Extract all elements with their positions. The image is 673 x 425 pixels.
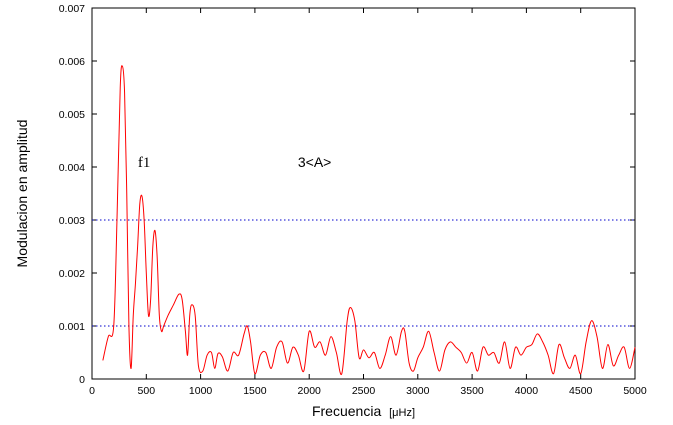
y-tick-label: 0.005 — [59, 109, 85, 121]
y-tick-label: 0.001 — [59, 321, 85, 333]
x-tick-label: 1500 — [243, 385, 267, 397]
spectrum-series-line — [102, 65, 636, 376]
x-axis: 0 500 1000 1500 2000 2500 3000 3500 4000 4500 5000 — [89, 8, 647, 397]
x-tick-label: 1000 — [189, 385, 213, 397]
x-tick-label: 2000 — [298, 385, 322, 397]
x-tick-label: 500 — [138, 385, 156, 397]
annotation-f1: f1 — [138, 155, 151, 171]
x-axis-title-text: Frecuencia — [312, 403, 381, 419]
y-tick-label: 0.006 — [59, 56, 85, 68]
annotations: f1 3<A> — [138, 154, 331, 171]
x-tick-label: 3500 — [460, 385, 484, 397]
y-tick-label: 0 — [79, 374, 85, 386]
y-tick-label: 0.007 — [59, 3, 85, 15]
x-tick-label: 2500 — [352, 385, 376, 397]
x-tick-label: 3000 — [406, 385, 430, 397]
y-axis-title: Modulacion en amplitud — [14, 120, 30, 268]
y-axis: 0 0.001 0.002 0.003 0.004 0.005 0.006 0.007 — [59, 3, 635, 386]
reference-lines — [92, 219, 635, 327]
y-tick-label: 0.002 — [59, 268, 85, 280]
x-axis-unit: [μHz] — [389, 407, 415, 419]
x-tick-label: 0 — [89, 385, 95, 397]
x-axis-title: Frecuencia [μHz] — [312, 403, 415, 419]
x-tick-label: 4500 — [569, 385, 593, 397]
y-tick-label: 0.003 — [59, 215, 85, 227]
plot-frame — [91, 7, 636, 380]
annotation-threshold: 3<A> — [298, 154, 331, 170]
x-tick-label: 5000 — [623, 385, 647, 397]
y-tick-label: 0.004 — [59, 162, 85, 174]
x-tick-label: 4000 — [515, 385, 539, 397]
